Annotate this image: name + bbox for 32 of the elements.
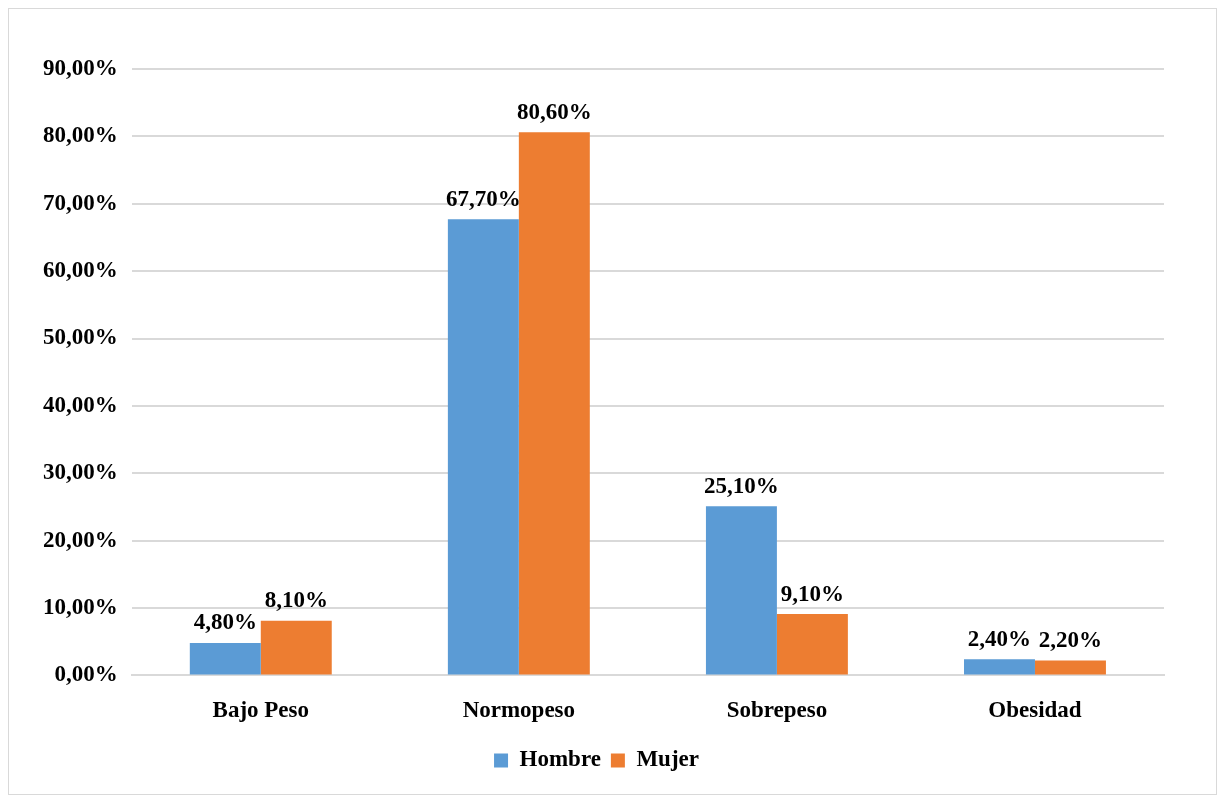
data-label: 9,10% xyxy=(780,580,845,606)
bar xyxy=(518,132,590,675)
data-label: 4,80% xyxy=(193,609,257,635)
data-label: 2,40% xyxy=(967,625,1032,651)
y-tick-label: 0,00% xyxy=(54,661,118,687)
y-tick-label: 60,00% xyxy=(43,257,118,283)
bar xyxy=(776,614,848,675)
data-label: 8,10% xyxy=(264,587,328,613)
y-tick-label: 70,00% xyxy=(43,189,118,215)
y-tick-label: 50,00% xyxy=(43,324,118,350)
bar xyxy=(447,219,519,675)
x-tick-label: Normopeso xyxy=(462,697,576,723)
y-tick-label: 80,00% xyxy=(43,122,118,148)
bar xyxy=(705,506,777,675)
x-tick-label: Obesidad xyxy=(988,697,1082,723)
data-label: 25,10% xyxy=(704,472,779,498)
y-tick-label: 90,00% xyxy=(43,54,118,80)
legend-label: Hombre xyxy=(519,746,601,772)
bar xyxy=(189,643,261,675)
data-label: 67,70% xyxy=(445,185,521,211)
y-tick-label: 20,00% xyxy=(43,526,118,552)
legend-label: Mujer xyxy=(636,746,699,772)
x-tick-label: Bajo Peso xyxy=(212,697,310,723)
x-tick-label: Sobrepeso xyxy=(726,697,828,723)
bar xyxy=(964,659,1035,675)
y-tick-label: 10,00% xyxy=(43,593,118,619)
bar xyxy=(1034,660,1106,675)
data-label: 2,20% xyxy=(1038,627,1103,653)
y-tick-label: 30,00% xyxy=(43,459,118,485)
data-label: 80,60% xyxy=(516,98,592,124)
bar xyxy=(260,620,332,675)
y-tick-label: 40,00% xyxy=(43,391,118,417)
